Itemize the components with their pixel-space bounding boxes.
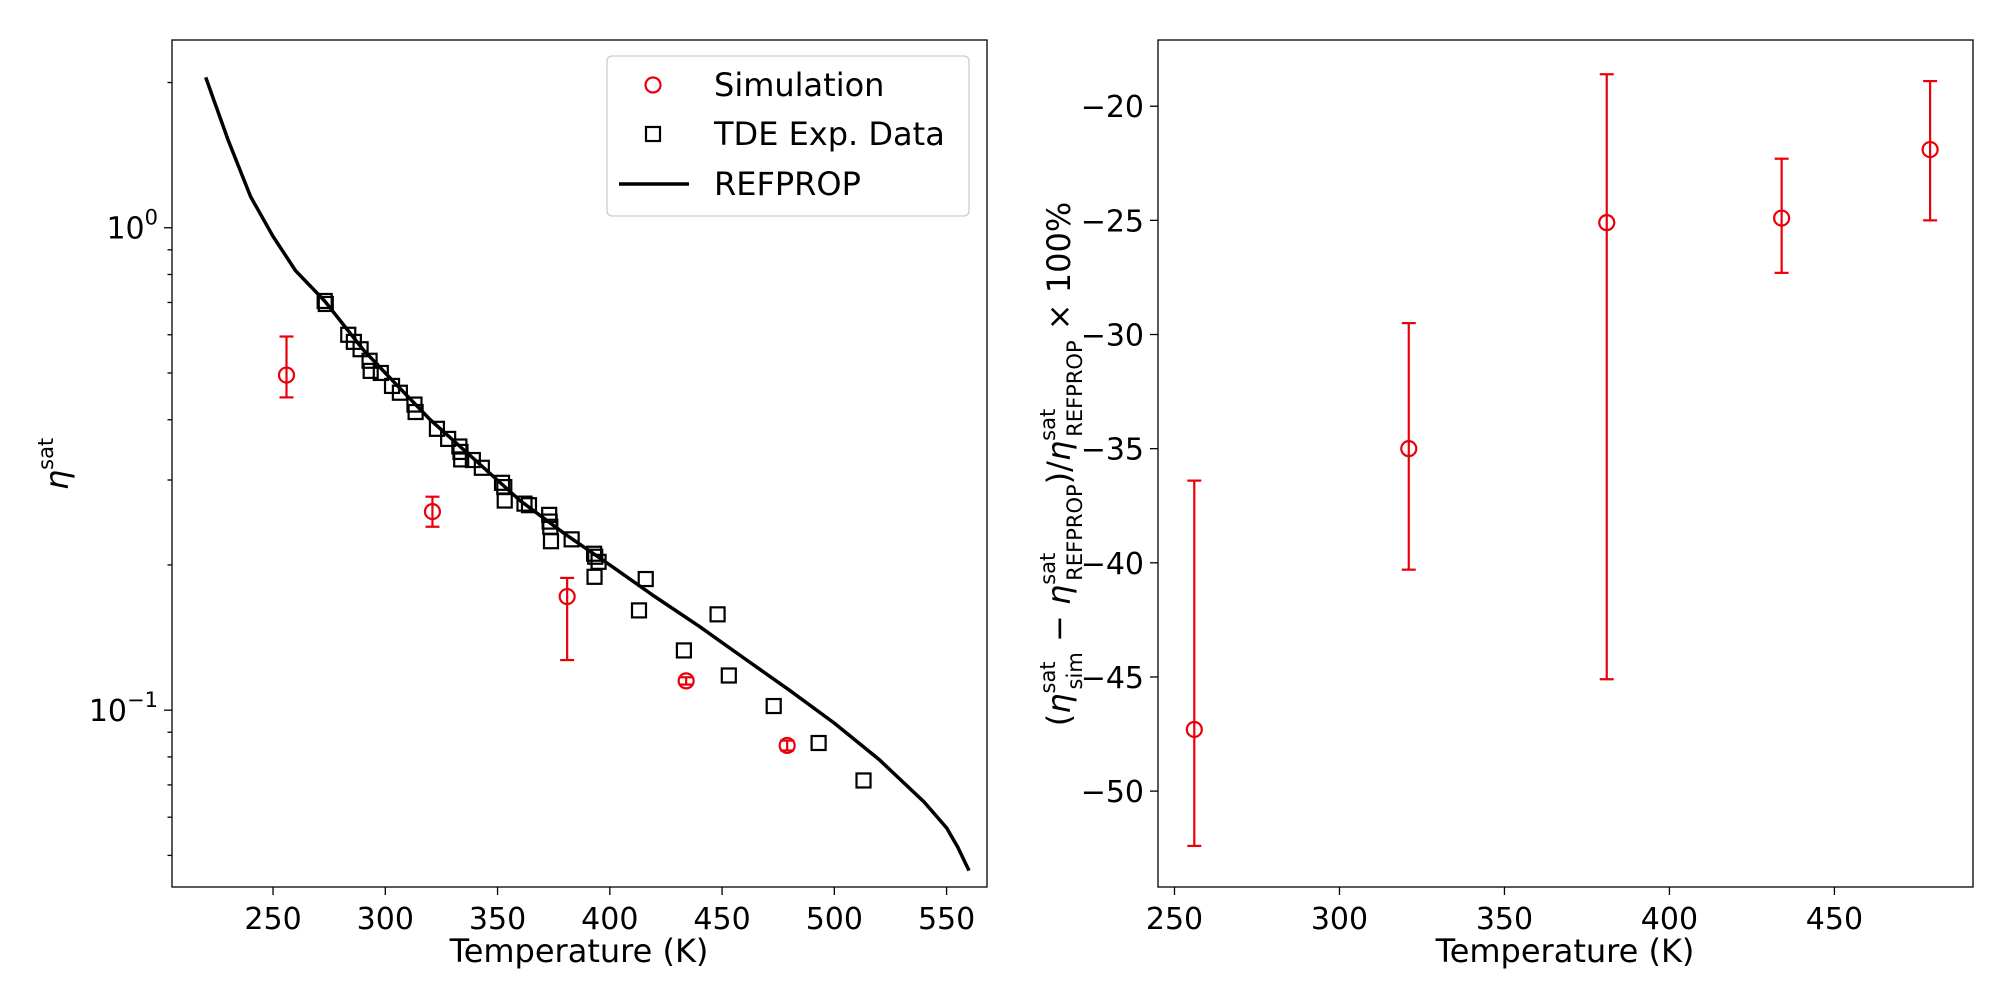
relative-deviation-point: [1185, 720, 1203, 739]
right-x-tick-label: 250: [1146, 902, 1203, 937]
relative-deviation-point: [1773, 209, 1791, 227]
tde-exp-data-point: [362, 362, 379, 379]
left-x-tick-label: 550: [918, 902, 975, 937]
legend-marker-simulation: [644, 76, 662, 94]
left-plot-area: [204, 76, 971, 872]
simulation-point: [677, 672, 695, 690]
legend-label-tde-exp-data: TDE Exp. Data: [713, 115, 945, 153]
left-x-tick-label: 450: [693, 902, 750, 937]
left-y-tick-label: 10−1: [89, 688, 158, 729]
left-x-tick-label: 500: [806, 902, 863, 937]
right-y-tick-label: −20: [1081, 90, 1144, 125]
left-x-tick-label: 400: [581, 902, 638, 937]
left-axes-frame: [171, 39, 988, 888]
right-y-tick-label: −50: [1081, 775, 1144, 810]
left-x-ticks: 250 300 350 400 450 500 550: [244, 887, 975, 937]
relative-deviation-point: [1921, 140, 1939, 159]
tde-exp-data-point: [520, 497, 538, 514]
tde-exp-data-point: [391, 384, 408, 401]
tde-exp-data-point: [453, 451, 470, 468]
left-x-axis-label: Temperature (K): [449, 932, 709, 970]
tde-exp-data-point: [361, 352, 378, 369]
tde-exp-data-point: [720, 667, 737, 684]
tde-exp-data-point: [428, 420, 446, 437]
legend: Simulation TDE Exp. Data REFPROP: [606, 55, 970, 217]
ylabel-eta-refprop: η: [1040, 585, 1078, 605]
ylabel-eta-denominator-sup: sat: [1036, 409, 1060, 441]
left-x-tick-label: 250: [244, 902, 301, 937]
tde-exp-data-point: [709, 606, 726, 623]
left-x-tick-label: 300: [357, 902, 414, 937]
tde-exp-data-point: [637, 570, 654, 588]
right-y-tick-label: −25: [1081, 204, 1144, 239]
left-x-tick-label: 350: [469, 902, 526, 937]
ylabel-eta-refprop-sup: sat: [1036, 553, 1060, 585]
left-y-axis-label-sup: sat: [34, 438, 58, 470]
left-y-tick-label: 100: [106, 206, 158, 247]
right-x-tick-label: 450: [1806, 902, 1863, 937]
simulation-point: [558, 587, 576, 606]
tde-exp-data-point: [630, 602, 648, 619]
right-x-axis-label: Temperature (K): [1435, 932, 1695, 970]
right-chart: 250 300 350 400 450 −50 −45 −40 −35 −30 −25 −20 Te…: [1036, 39, 1974, 970]
simulation-point: [778, 736, 796, 755]
ylabel-eta-refprop-sub: REFPROP: [1063, 484, 1087, 580]
tde-exp-data-point: [563, 531, 580, 548]
ylabel-eta-sim: η: [1040, 694, 1078, 714]
tde-exp-data-point: [352, 341, 369, 358]
tde-exp-data-point: [855, 772, 872, 789]
right-y-tick-label: −40: [1081, 547, 1144, 582]
ylabel-close-slash: )/: [1040, 461, 1078, 484]
right-x-ticks: 250 300 350 400 450: [1146, 887, 1863, 937]
tde-exp-data-point: [765, 697, 782, 715]
left-y-axis-label-symbol: η: [38, 470, 76, 490]
tde-exp-data-point: [516, 495, 533, 512]
tde-exp-data-point: [586, 568, 603, 585]
ylabel-eta-denominator-sub: REFPROP: [1063, 340, 1087, 436]
simulation-point: [277, 366, 296, 384]
tde-exp-data-point: [316, 292, 333, 310]
right-y-tick-label: −35: [1081, 433, 1144, 468]
right-y-axis-label: (ηsat sim − ηsat REFPROP)/ηsat REFPROP × 10…: [1036, 202, 1087, 727]
ylabel-tail: × 100%: [1040, 202, 1078, 341]
tde-exp-data-point: [675, 642, 693, 659]
tde-exp-data-point: [372, 364, 389, 382]
right-y-ticks: −50 −45 −40 −35 −30 −25 −20: [1081, 90, 1158, 810]
ylabel-open: (: [1040, 714, 1078, 726]
right-x-tick-label: 400: [1641, 902, 1698, 937]
tde-exp-data-point: [810, 734, 827, 752]
tde-exp-data-point: [407, 403, 424, 421]
legend-marker-tde-exp-data: [644, 125, 662, 143]
ylabel-eta-sim-sup: sat: [1036, 661, 1060, 693]
tde-exp-data-point: [496, 492, 513, 509]
right-plot-area: [1185, 73, 1939, 848]
left-y-ticks: 100 10−1: [89, 81, 172, 857]
ylabel-eta-sim-sub: sim: [1063, 652, 1087, 689]
tde-exp-data-point: [473, 459, 490, 476]
ylabel-eta-denominator: η: [1040, 441, 1078, 461]
right-y-tick-label: −30: [1081, 319, 1144, 354]
ylabel-minus: −: [1040, 605, 1078, 652]
simulation-point: [423, 502, 442, 521]
tde-exp-data-point: [451, 438, 468, 455]
tde-exp-data-point: [542, 533, 560, 550]
left-chart: 250 300 350 400 450 500 550 100 10−1 Temperatur…: [34, 39, 988, 970]
legend-label-refprop: REFPROP: [714, 165, 861, 203]
legend-label-simulation: Simulation: [714, 66, 884, 104]
tde-exp-data-point: [587, 548, 604, 565]
relative-deviation-point: [1400, 440, 1418, 458]
tde-exp-data-point: [317, 295, 334, 313]
legend-box: [606, 55, 970, 217]
right-axes-frame: [1157, 39, 1974, 888]
right-x-tick-label: 350: [1476, 902, 1533, 937]
tde-exp-data-point: [493, 474, 511, 491]
relative-deviation-point: [1598, 214, 1616, 232]
right-y-tick-label: −45: [1081, 661, 1144, 696]
left-y-axis-label: ηsat: [34, 438, 76, 490]
right-x-tick-label: 300: [1311, 902, 1368, 937]
